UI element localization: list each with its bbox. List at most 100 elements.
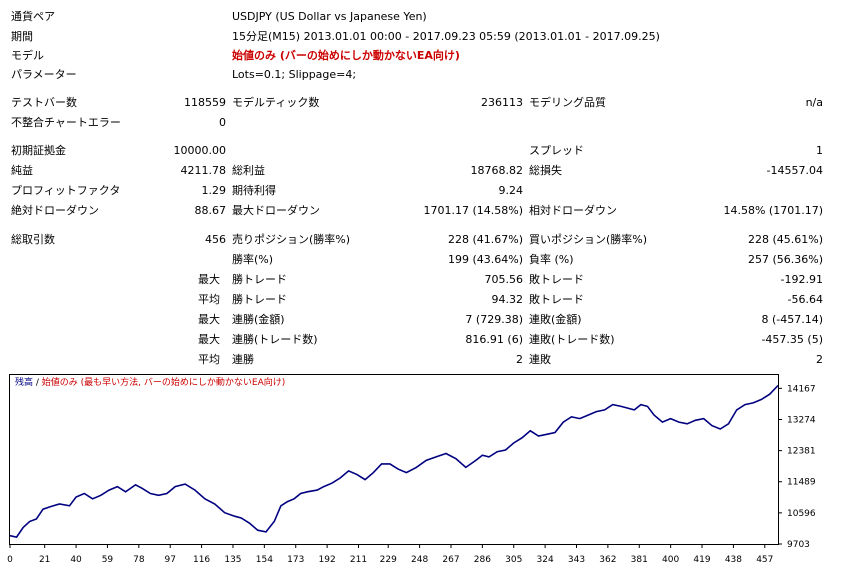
legend-model-label: 始値のみ (最も早い方法, バーの始めにしか動かないEA向け) [41, 378, 286, 388]
symbol-label: 通貨ペア [11, 10, 55, 23]
consecutive-loss-label: 連敗(トレード数) [529, 333, 615, 346]
consecutive-losses-value: 8 (-457.14) [761, 313, 823, 326]
ticks-label: モデルティック数 [232, 96, 320, 109]
balance-chart [9, 374, 779, 545]
average-losses-value: 2 [816, 353, 823, 366]
quality-label: モデリング品質 [529, 96, 606, 109]
average-losses-label: 連敗 [529, 353, 551, 366]
deposit-value: 10000.00 [173, 144, 227, 157]
x-tick-label: 362 [599, 555, 616, 565]
absolute-drawdown-label: 絶対ドローダウン [11, 204, 99, 217]
largest-loss-label: 敗トレード [529, 273, 584, 286]
x-tick-label: 21 [39, 555, 50, 565]
x-tick-label: 116 [193, 555, 210, 565]
relative-drawdown-label: 相対ドローダウン [529, 204, 617, 217]
long-positions-label: 買いポジション(勝率%) [529, 233, 648, 246]
mismatch-label: 不整合チャートエラー [11, 116, 121, 129]
maximum-label-1: 最大 [198, 313, 220, 326]
quality-value: n/a [805, 96, 823, 109]
net-profit-value: 4211.78 [180, 164, 227, 177]
long-positions-value: 228 (45.61%) [747, 233, 823, 246]
maximal-drawdown-value: 1701.17 (14.58%) [423, 204, 523, 217]
consecutive-losses-label: 連敗(金額) [529, 313, 582, 326]
gross-profit-label: 総利益 [232, 164, 265, 177]
x-tick-label: 192 [319, 555, 336, 565]
y-tick-label: 12381 [787, 447, 816, 457]
average-loss-label: 敗トレード [529, 293, 584, 306]
average-wins-value: 2 [516, 353, 523, 366]
consecutive-profit-label: 連勝(トレード数) [232, 333, 318, 346]
bars-label: テストバー数 [11, 96, 77, 109]
average-loss-value: -56.64 [787, 293, 823, 306]
x-tick-label: 135 [224, 555, 241, 565]
profit-trades-label: 勝率(%) [232, 253, 274, 266]
loss-trades-label: 負率 (%) [529, 253, 574, 266]
average-profit-label: 勝トレード [232, 293, 287, 306]
largest-loss-value: -192.91 [780, 273, 823, 286]
x-tick-label: 457 [756, 555, 773, 565]
gross-profit-value: 18768.82 [470, 164, 524, 177]
model-value: 始値のみ (バーの始めにしか動かないEA向け) [232, 49, 460, 62]
x-tick-label: 173 [287, 555, 304, 565]
x-tick-label: 97 [164, 555, 175, 565]
x-tick-label: 324 [537, 555, 554, 565]
spread-value: 1 [816, 144, 823, 157]
consecutive-loss-value: -457.35 (5) [761, 333, 823, 346]
short-positions-value: 228 (41.67%) [447, 233, 523, 246]
symbol-value: USDJPY (US Dollar vs Japanese Yen) [232, 10, 427, 23]
x-tick-label: 400 [662, 555, 679, 565]
model-label: モデル [11, 49, 44, 62]
balance-line [9, 384, 779, 538]
profit-factor-value: 1.29 [201, 184, 227, 197]
consecutive-wins-label: 連勝(金額) [232, 313, 285, 326]
deposit-label: 初期証拠金 [11, 144, 66, 157]
profit-trades-value: 199 (43.64%) [447, 253, 523, 266]
y-tick-label: 14167 [787, 384, 816, 394]
net-profit-label: 純益 [11, 164, 33, 177]
ticks-value: 236113 [481, 96, 523, 109]
maximum-label-2: 最大 [198, 333, 220, 346]
x-tick-label: 59 [102, 555, 114, 565]
profit-factor-label: プロフィットファクタ [11, 184, 121, 197]
x-tick-label: 286 [474, 555, 491, 565]
consecutive-profit-value: 816.91 (6) [465, 333, 523, 346]
gross-loss-value: -14557.04 [766, 164, 823, 177]
chart-legend: 残高 / 始値のみ (最も早い方法, バーの始めにしか動かないEA向け) [15, 377, 285, 389]
average-profit-value: 94.32 [491, 293, 524, 306]
period-label: 期間 [11, 30, 33, 43]
y-tick-label: 11489 [787, 478, 816, 488]
x-tick-label: 40 [70, 555, 82, 565]
short-positions-label: 売りポジション(勝率%) [232, 233, 351, 246]
average-label-2: 平均 [198, 353, 220, 366]
x-tick-label: 438 [725, 555, 742, 565]
parameters-value: Lots=0.1; Slippage=4; [232, 68, 357, 81]
absolute-drawdown-value: 88.67 [194, 204, 227, 217]
expected-payoff-label: 期待利得 [232, 184, 276, 197]
x-tick-label: 78 [133, 555, 145, 565]
x-tick-label: 381 [631, 555, 648, 565]
x-tick-label: 211 [350, 555, 367, 565]
consecutive-wins-value: 7 (729.38) [465, 313, 523, 326]
legend-balance-label: 残高 [15, 378, 34, 388]
loss-trades-value: 257 (56.36%) [747, 253, 823, 266]
period-value: 15分足(M15) 2013.01.01 00:00 - 2017.09.23 … [232, 30, 660, 43]
x-tick-label: 0 [7, 555, 13, 565]
legend-separator: / [33, 378, 42, 388]
largest-label: 最大 [198, 273, 220, 286]
total-trades-label: 総取引数 [11, 233, 55, 246]
x-tick-label: 154 [256, 555, 273, 565]
mismatch-value: 0 [219, 116, 226, 129]
y-tick-label: 13274 [787, 415, 816, 425]
average-label: 平均 [198, 293, 220, 306]
relative-drawdown-value: 14.58% (1701.17) [723, 204, 823, 217]
bars-value: 118559 [184, 96, 226, 109]
x-tick-label: 267 [442, 555, 459, 565]
expected-payoff-value: 9.24 [498, 184, 524, 197]
x-tick-label: 229 [380, 555, 397, 565]
parameters-label: パラメーター [11, 68, 77, 81]
maximal-drawdown-label: 最大ドローダウン [232, 204, 320, 217]
average-wins-label: 連勝 [232, 353, 254, 366]
largest-profit-label: 勝トレード [232, 273, 287, 286]
y-tick-label: 9703 [787, 540, 810, 550]
